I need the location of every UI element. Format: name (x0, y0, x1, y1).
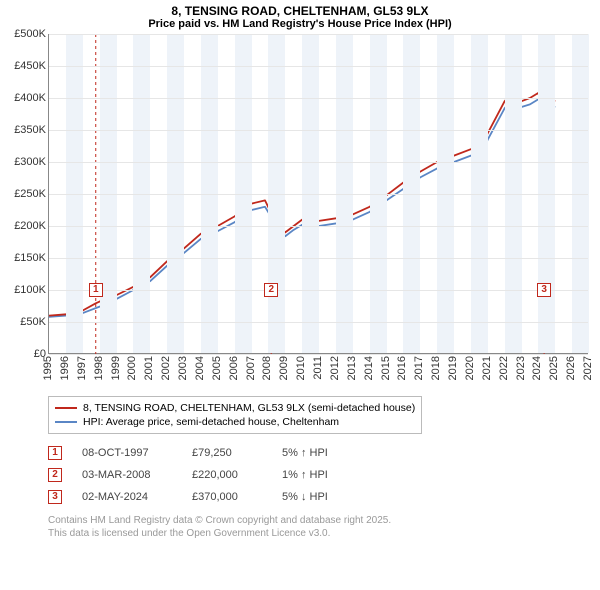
transactions-table: 1 08-OCT-1997 £79,250 5% ↑ HPI 2 03-MAR-2008 £… (48, 442, 594, 508)
x-tick-label: 2017 (413, 356, 425, 380)
gridline-h (49, 258, 588, 259)
x-tick-label: 1997 (76, 356, 88, 380)
x-tick-label: 2024 (531, 356, 543, 380)
x-tick-label: 2010 (295, 356, 307, 380)
transaction-row: 1 08-OCT-1997 £79,250 5% ↑ HPI (48, 442, 594, 464)
transaction-date: 08-OCT-1997 (82, 447, 172, 459)
y-tick-label: £50K (20, 316, 46, 328)
x-tick-label: 2023 (515, 356, 527, 380)
gridline-h (49, 226, 588, 227)
legend-item: HPI: Average price, semi-detached house,… (55, 415, 415, 429)
gridline-h (49, 322, 588, 323)
y-tick-label: £500K (14, 28, 46, 40)
gridline-h (49, 66, 588, 67)
x-tick-label: 2015 (380, 356, 392, 380)
x-tick-label: 2021 (481, 356, 493, 380)
gridline-h (49, 194, 588, 195)
x-tick-label: 2003 (177, 356, 189, 380)
plot-area: 1 2 3 (48, 34, 588, 354)
x-tick-label: 2016 (396, 356, 408, 380)
x-tick-label: 1996 (59, 356, 71, 380)
chart-container: 8, TENSING ROAD, CHELTENHAM, GL53 9LX Pr… (0, 0, 600, 544)
title-line-2: Price paid vs. HM Land Registry's House … (6, 18, 594, 30)
x-tick-label: 2011 (312, 356, 324, 380)
x-tick-label: 2009 (278, 356, 290, 380)
y-tick-label: £200K (14, 220, 46, 232)
transaction-marker: 1 (48, 446, 62, 460)
x-tick-label: 2012 (329, 356, 341, 380)
chart-area: £0£50K£100K£150K£200K£250K£300K£350K£400… (6, 34, 594, 354)
y-tick-label: £400K (14, 92, 46, 104)
x-tick-label: 2008 (261, 356, 273, 380)
legend-label: HPI: Average price, semi-detached house,… (83, 416, 339, 428)
chart-marker: 1 (89, 283, 103, 297)
transaction-date: 03-MAR-2008 (82, 469, 172, 481)
x-tick-label: 2027 (582, 356, 594, 380)
footer: Contains HM Land Registry data © Crown c… (48, 514, 594, 540)
transaction-delta: 5% ↓ HPI (282, 491, 372, 503)
legend-swatch (55, 407, 77, 409)
legend: 8, TENSING ROAD, CHELTENHAM, GL53 9LX (s… (48, 396, 422, 434)
x-tick-label: 2018 (430, 356, 442, 380)
x-tick-label: 2026 (565, 356, 577, 380)
gridline-h (49, 162, 588, 163)
y-axis: £0£50K£100K£150K£200K£250K£300K£350K£400… (6, 34, 48, 354)
x-tick-label: 2013 (346, 356, 358, 380)
transaction-delta: 5% ↑ HPI (282, 447, 372, 459)
y-tick-label: £350K (14, 124, 46, 136)
legend-label: 8, TENSING ROAD, CHELTENHAM, GL53 9LX (s… (83, 402, 415, 414)
x-tick-label: 2022 (498, 356, 510, 380)
transaction-price: £370,000 (192, 491, 262, 503)
y-tick-label: £100K (14, 284, 46, 296)
gridline-h (49, 98, 588, 99)
x-tick-label: 2025 (548, 356, 560, 380)
chart-marker: 2 (264, 283, 278, 297)
x-tick-label: 2002 (160, 356, 172, 380)
x-tick-label: 2019 (447, 356, 459, 380)
gridline-h (49, 34, 588, 35)
transaction-row: 2 03-MAR-2008 £220,000 1% ↑ HPI (48, 464, 594, 486)
transaction-row: 3 02-MAY-2024 £370,000 5% ↓ HPI (48, 486, 594, 508)
x-tick-label: 2007 (245, 356, 257, 380)
x-tick-label: 1998 (93, 356, 105, 380)
transaction-date: 02-MAY-2024 (82, 491, 172, 503)
y-tick-label: £450K (14, 60, 46, 72)
legend-swatch (55, 421, 77, 423)
x-tick-label: 1995 (42, 356, 54, 380)
footer-line-2: This data is licensed under the Open Gov… (48, 527, 594, 540)
gridline-h (49, 130, 588, 131)
legend-item: 8, TENSING ROAD, CHELTENHAM, GL53 9LX (s… (55, 401, 415, 415)
title-block: 8, TENSING ROAD, CHELTENHAM, GL53 9LX Pr… (6, 4, 594, 30)
transaction-marker: 3 (48, 490, 62, 504)
y-tick-label: £300K (14, 156, 46, 168)
transaction-delta: 1% ↑ HPI (282, 469, 372, 481)
transaction-price: £79,250 (192, 447, 262, 459)
x-tick-label: 2004 (194, 356, 206, 380)
chart-marker: 3 (537, 283, 551, 297)
gridline-h (49, 290, 588, 291)
x-axis: 1995199619971998199920002001200220032004… (48, 354, 588, 390)
y-tick-label: £250K (14, 188, 46, 200)
transaction-price: £220,000 (192, 469, 262, 481)
x-tick-label: 2000 (126, 356, 138, 380)
x-tick-label: 2006 (228, 356, 240, 380)
transaction-marker: 2 (48, 468, 62, 482)
x-tick-label: 1999 (110, 356, 122, 380)
x-tick-label: 2014 (363, 356, 375, 380)
y-tick-label: £150K (14, 252, 46, 264)
x-tick-label: 2005 (211, 356, 223, 380)
footer-line-1: Contains HM Land Registry data © Crown c… (48, 514, 594, 527)
title-line-1: 8, TENSING ROAD, CHELTENHAM, GL53 9LX (6, 4, 594, 18)
x-tick-label: 2020 (464, 356, 476, 380)
x-tick-label: 2001 (143, 356, 155, 380)
